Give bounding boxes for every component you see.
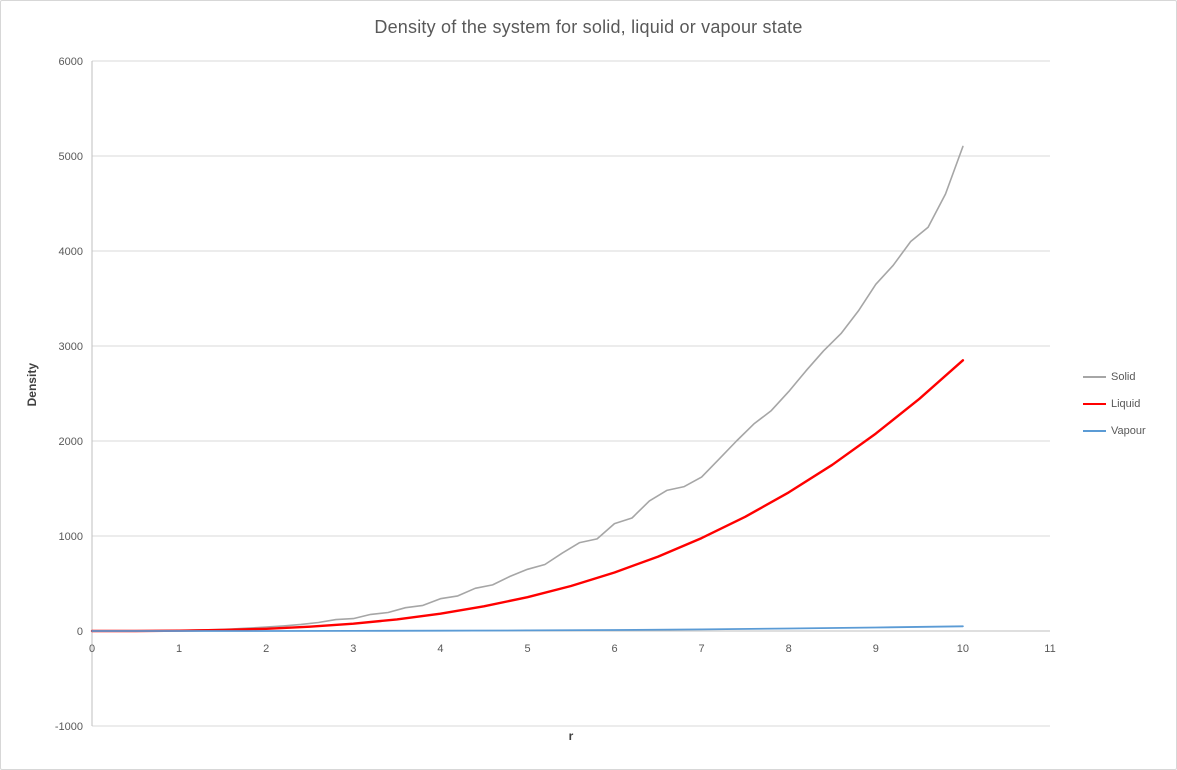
y-tick-label: 4000 <box>59 246 83 258</box>
y-tick-label: 2000 <box>59 436 83 448</box>
legend-label-liquid: Liquid <box>1111 397 1141 410</box>
x-axis-title: r <box>568 729 574 743</box>
x-tick-label: 3 <box>350 643 356 655</box>
legend-swatch-solid <box>1083 375 1106 378</box>
series-line-solid <box>91 145 964 632</box>
x-tick-label: 5 <box>524 643 530 655</box>
legend-swatch-liquid <box>1083 402 1106 405</box>
x-tick-label: 2 <box>263 643 269 655</box>
x-tick-label: 6 <box>611 643 617 655</box>
legend-item-vapour: Vapour <box>1083 417 1146 444</box>
series-line-liquid <box>90 359 965 633</box>
y-axis-title: Density <box>25 363 39 407</box>
legend-item-solid: Solid <box>1083 363 1146 390</box>
y-tick-label: 5000 <box>59 151 83 163</box>
x-tick-label: 7 <box>699 643 705 655</box>
y-tick-label: 0 <box>77 626 83 638</box>
x-tick-label: 0 <box>89 643 95 655</box>
x-tick-label: 10 <box>957 643 969 655</box>
legend-item-liquid: Liquid <box>1083 390 1146 417</box>
legend-swatch-vapour <box>1083 429 1106 432</box>
legend-label-vapour: Vapour <box>1111 424 1146 437</box>
x-tick-label: 11 <box>1044 643 1055 655</box>
y-tick-label: -1000 <box>55 721 83 733</box>
y-tick-label: 1000 <box>59 531 83 543</box>
x-tick-label: 9 <box>873 643 879 655</box>
x-tick-label: 1 <box>176 643 182 655</box>
legend: Solid Liquid Vapour <box>1083 363 1146 444</box>
x-tick-label: 8 <box>786 643 792 655</box>
y-tick-label: 6000 <box>59 56 83 68</box>
series-line-vapour <box>91 625 964 632</box>
legend-label-solid: Solid <box>1111 370 1136 383</box>
y-tick-label: 3000 <box>59 341 83 353</box>
x-tick-label: 4 <box>437 643 443 655</box>
chart-title: Density of the system for solid, liquid … <box>374 17 803 37</box>
